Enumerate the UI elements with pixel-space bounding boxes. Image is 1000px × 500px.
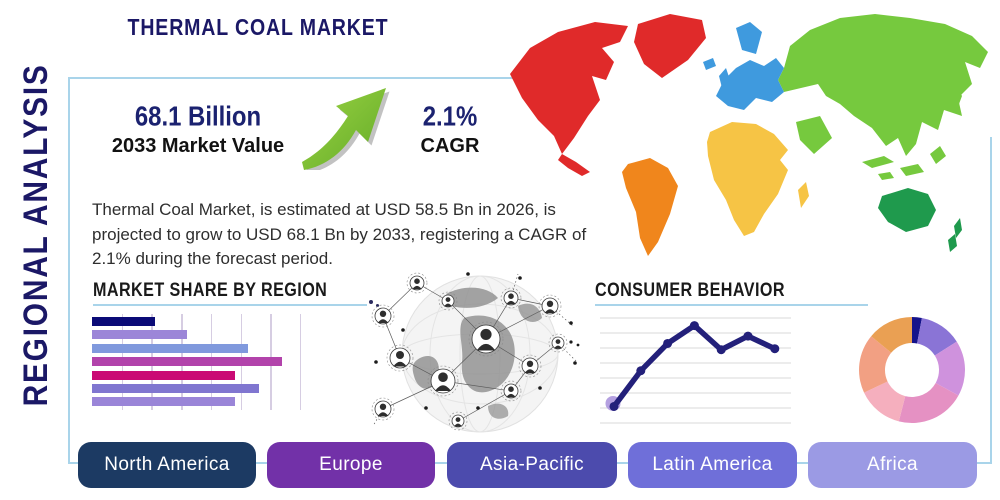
donut-segment xyxy=(859,336,892,393)
world-map xyxy=(510,14,988,256)
market-description: Thermal Coal Market, is estimated at USD… xyxy=(92,200,587,268)
growth-arrow-icon xyxy=(302,88,390,170)
donut-segment xyxy=(917,317,957,356)
bar-segment xyxy=(92,343,248,353)
bar-segment xyxy=(92,370,235,380)
bar-segment xyxy=(92,384,260,393)
region-button-label: Asia-Pacific xyxy=(479,454,585,475)
bar-chart xyxy=(92,314,310,414)
continent-europe xyxy=(716,58,784,110)
continent-arabia xyxy=(796,116,832,154)
continent-se-asia-islands xyxy=(862,88,962,180)
panel-border-right xyxy=(990,137,992,464)
continent-scandinavia xyxy=(736,22,762,54)
line-chart-underline xyxy=(595,304,868,306)
donut-segment xyxy=(898,383,959,423)
market-value-stat: 68.1 Billion 2033 Market Value xyxy=(92,100,304,158)
donut-segment xyxy=(912,317,922,344)
donut-segment xyxy=(864,381,906,422)
region-button-asia-pacific[interactable]: Asia-Pacific xyxy=(447,442,617,488)
bar-chart-title: MARKET SHARE BY REGION xyxy=(93,280,328,301)
continent-madagascar xyxy=(798,182,809,208)
bar-segment xyxy=(92,317,155,326)
cagr-label: CAGR xyxy=(420,135,480,157)
panel-border-left xyxy=(68,77,70,464)
globe-network-graphic xyxy=(371,272,580,433)
continent-europe-iceland xyxy=(703,58,716,70)
page-title: THERMAL COAL MARKET xyxy=(127,14,389,40)
underline-dot xyxy=(376,304,379,307)
cagr-stat: 2.1% CAGR xyxy=(400,100,500,158)
line-chart-title: CONSUMER BEHAVIOR xyxy=(595,280,785,301)
underline-dot xyxy=(369,300,373,304)
continent-africa xyxy=(707,122,788,236)
bar-segment xyxy=(92,330,187,340)
region-button-label: North America xyxy=(104,454,230,475)
region-button-label: Africa xyxy=(867,454,918,475)
region-button-north-america[interactable]: North America xyxy=(78,442,256,488)
bar-chart-underline xyxy=(93,304,367,306)
cagr-number: 2.1% xyxy=(422,100,478,132)
region-button-africa[interactable]: Africa xyxy=(808,442,977,488)
continent-north-america xyxy=(510,22,628,154)
donut-segment xyxy=(871,317,912,353)
bar-segment xyxy=(92,357,282,367)
line-chart xyxy=(600,317,791,424)
continent-australia xyxy=(878,188,936,232)
continent-asia xyxy=(778,14,988,156)
continent-uk xyxy=(719,68,730,88)
donut-segment xyxy=(934,341,965,396)
continent-new-zealand xyxy=(948,218,962,252)
market-value-number: 68.1 Billion xyxy=(134,100,262,132)
bar-gridline xyxy=(299,314,302,410)
bar-segment xyxy=(92,397,235,407)
region-button-europe[interactable]: Europe xyxy=(267,442,435,488)
panel-border-top xyxy=(68,77,515,79)
region-button-label: Europe xyxy=(319,454,383,475)
donut-chart xyxy=(859,317,965,423)
region-button-latin-america[interactable]: Latin America xyxy=(628,442,797,488)
continent-greenland xyxy=(634,14,706,78)
market-value-label: 2033 Market Value xyxy=(111,135,285,157)
continent-south-america xyxy=(622,158,678,256)
sidebar-vertical-label: REGIONAL ANALYSIS xyxy=(17,63,55,407)
region-button-label: Latin America xyxy=(652,454,773,475)
continent-central-america xyxy=(558,154,590,176)
